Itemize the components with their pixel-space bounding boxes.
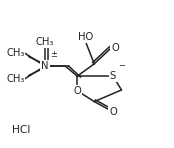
Text: N: N [41,61,49,71]
Text: O: O [73,86,81,96]
Text: CH₃: CH₃ [6,48,24,58]
Text: S: S [110,71,116,81]
Text: HO: HO [78,32,93,42]
Text: ±: ± [50,50,57,59]
Text: −: − [118,61,125,70]
Text: CH₃: CH₃ [36,37,54,47]
Text: CH₃: CH₃ [6,74,24,84]
Text: HCl: HCl [12,125,30,135]
Text: O: O [111,43,119,53]
Text: O: O [109,107,117,117]
